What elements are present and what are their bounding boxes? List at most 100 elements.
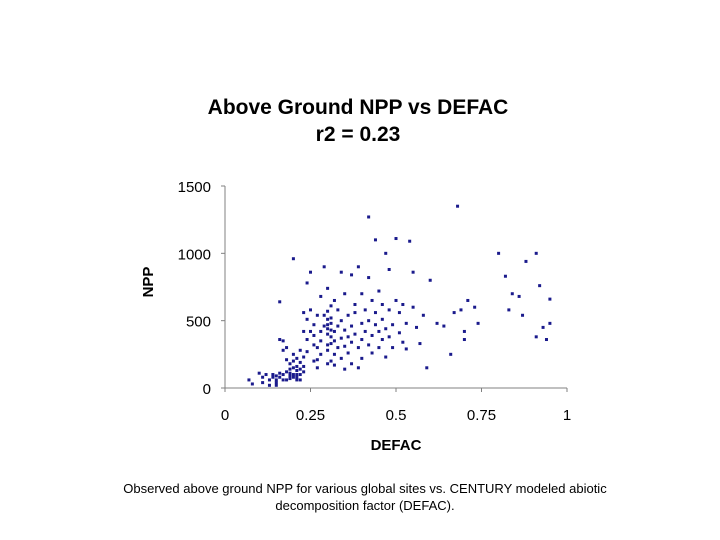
data-point: [295, 356, 299, 360]
data-point: [315, 366, 319, 370]
data-point: [315, 346, 319, 350]
data-point: [404, 321, 408, 325]
data-point: [302, 355, 306, 359]
data-point: [370, 351, 374, 355]
data-point: [247, 378, 251, 382]
data-point: [332, 363, 336, 367]
data-point: [339, 356, 343, 360]
data-point: [278, 338, 282, 342]
data-point: [367, 319, 371, 323]
data-point: [538, 284, 542, 288]
data-point: [425, 366, 429, 370]
data-point: [346, 313, 350, 317]
data-point: [305, 350, 309, 354]
data-point: [456, 204, 460, 208]
data-point: [298, 348, 302, 352]
caption-line-1: Observed above ground NPP for various gl…: [123, 481, 607, 496]
y-tick-label: 0: [203, 381, 211, 398]
data-point: [373, 323, 377, 327]
data-point: [360, 292, 364, 296]
data-point: [295, 373, 299, 377]
data-point: [281, 373, 285, 377]
data-point: [305, 338, 309, 342]
data-point: [274, 381, 278, 385]
data-point: [281, 378, 285, 382]
x-tick-label: 0: [221, 407, 229, 424]
data-point: [397, 331, 401, 335]
data-point: [322, 324, 326, 328]
data-point: [449, 352, 453, 356]
data-point: [329, 304, 333, 308]
data-point: [510, 292, 514, 296]
data-point: [319, 329, 323, 333]
data-point: [343, 328, 347, 332]
data-point: [343, 367, 347, 371]
data-point: [298, 378, 302, 382]
chart-title: Above Ground NPP vs DEFAC r2 = 0.23: [0, 94, 716, 148]
y-tick-label: 1500: [178, 179, 211, 196]
data-point: [339, 270, 343, 274]
data-point: [332, 352, 336, 356]
y-axis-label: NPP: [140, 267, 157, 298]
data-point: [401, 340, 405, 344]
data-point: [319, 294, 323, 298]
data-point: [312, 343, 316, 347]
data-point: [302, 370, 306, 374]
data-point: [373, 238, 377, 242]
data-point: [380, 317, 384, 321]
data-point: [360, 321, 364, 325]
data-point: [353, 303, 357, 307]
data-point: [363, 308, 367, 312]
data-point: [257, 371, 261, 375]
data-point: [384, 355, 388, 359]
data-point: [387, 267, 391, 271]
data-point: [319, 339, 323, 343]
data-point: [548, 297, 552, 301]
data-point: [394, 298, 398, 302]
data-point: [336, 308, 340, 312]
data-point: [261, 381, 265, 385]
data-point: [319, 352, 323, 356]
data-point: [346, 335, 350, 339]
data-point: [302, 311, 306, 315]
data-point: [305, 317, 309, 321]
data-point: [411, 305, 415, 309]
data-point: [380, 303, 384, 307]
data-point: [315, 358, 319, 362]
data-point: [462, 338, 466, 342]
data-point: [339, 336, 343, 340]
data-point: [346, 351, 350, 355]
data-point: [274, 378, 278, 382]
data-point: [285, 358, 289, 362]
data-point: [373, 311, 377, 315]
x-tick-label: 1: [563, 407, 571, 424]
data-point: [459, 308, 463, 312]
data-point: [336, 324, 340, 328]
y-tick-label: 1000: [178, 246, 211, 263]
data-point: [281, 339, 285, 343]
data-point: [267, 383, 271, 387]
data-point: [367, 343, 371, 347]
data-point: [350, 340, 354, 344]
data-point: [384, 251, 388, 255]
data-point: [291, 366, 295, 370]
data-point: [295, 378, 299, 382]
data-point: [442, 324, 446, 328]
data-point: [291, 257, 295, 261]
data-point: [350, 273, 354, 277]
data-point: [329, 342, 333, 346]
data-point: [521, 313, 525, 317]
data-point: [360, 338, 364, 342]
data-point: [291, 373, 295, 377]
data-point: [329, 335, 333, 339]
data-point: [274, 374, 278, 378]
data-point: [291, 359, 295, 363]
data-point: [322, 313, 326, 317]
data-point: [415, 325, 419, 329]
data-point: [336, 346, 340, 350]
data-point: [350, 324, 354, 328]
data-point: [271, 373, 275, 377]
data-point: [291, 375, 295, 379]
data-point: [329, 359, 333, 363]
data-point: [356, 366, 360, 370]
